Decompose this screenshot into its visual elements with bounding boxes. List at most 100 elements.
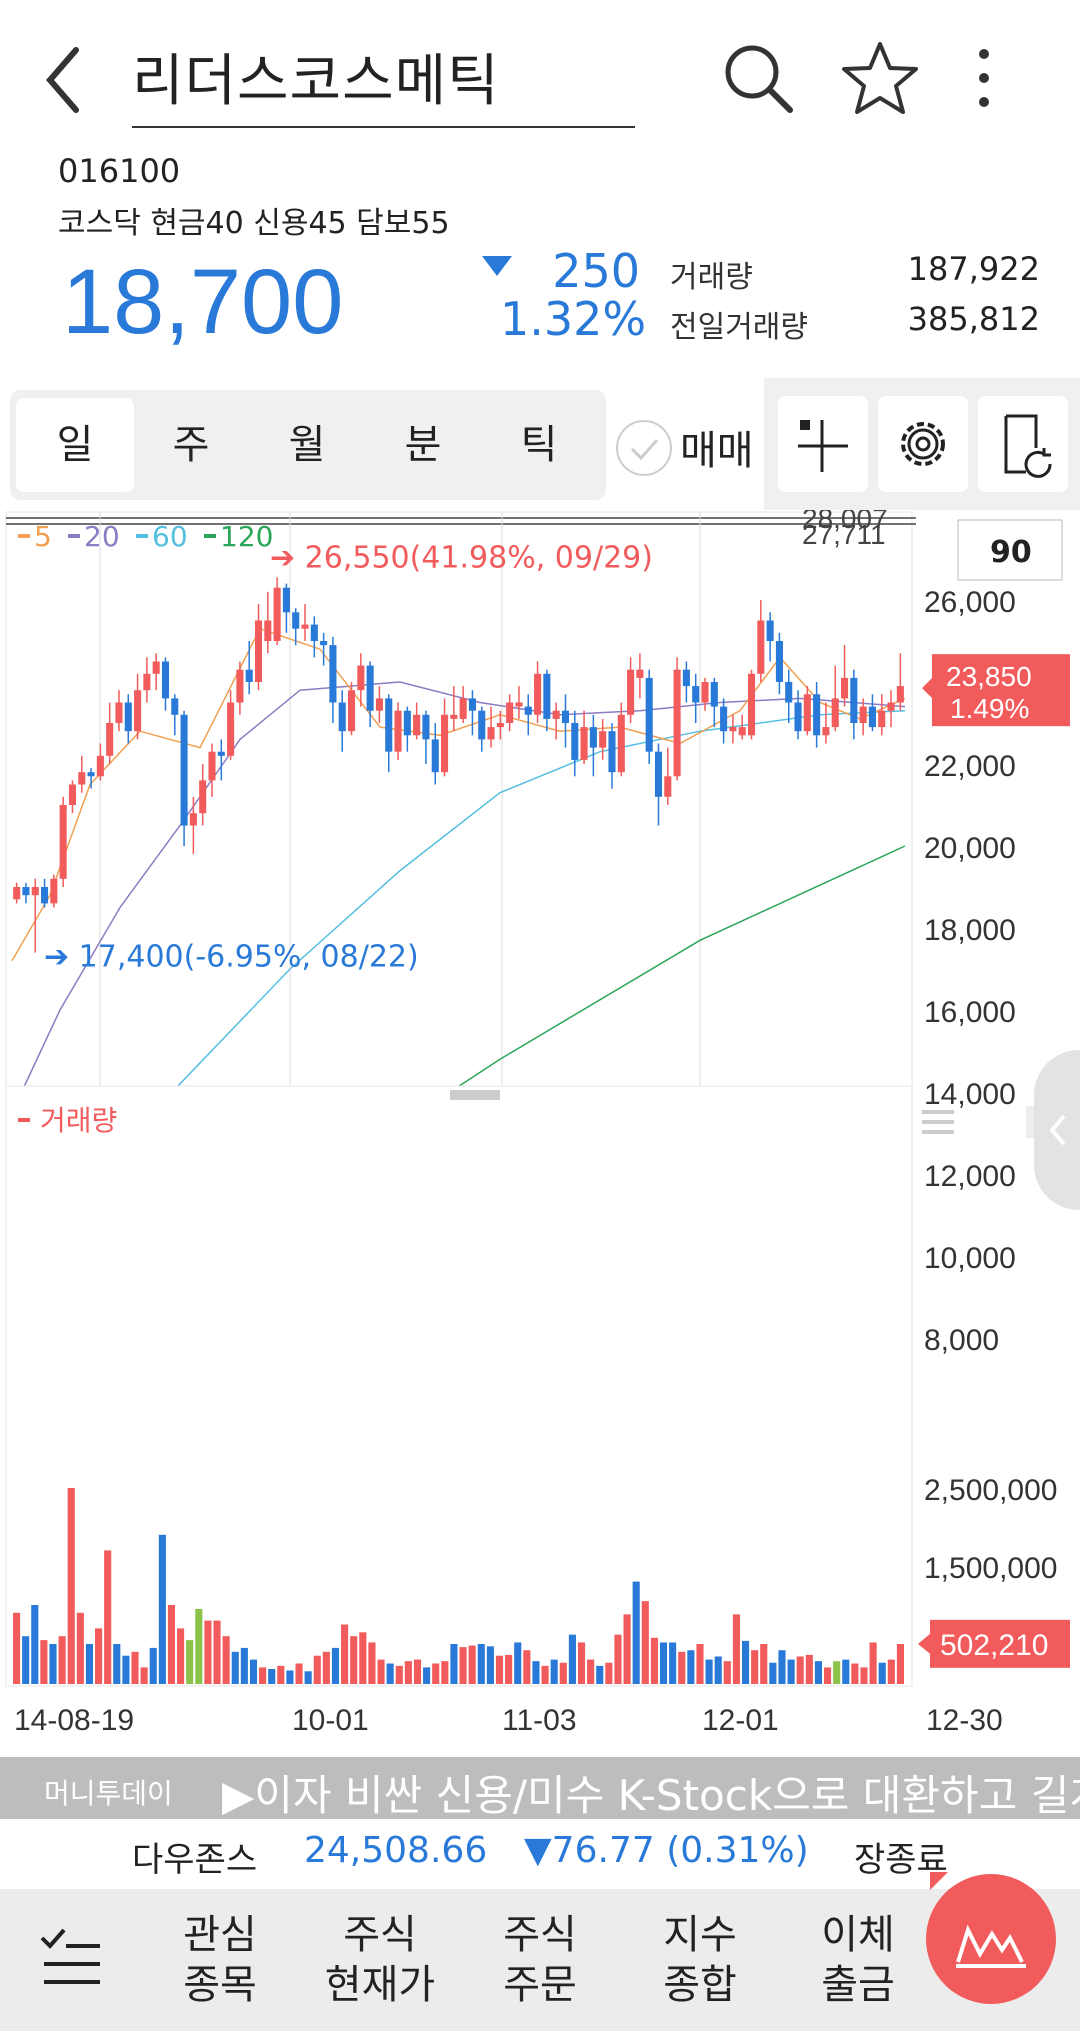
- y-tick-label: 20,000: [924, 832, 1016, 865]
- candle-body: [673, 669, 681, 777]
- volume-bar: [696, 1644, 704, 1684]
- volume-bar: [669, 1642, 677, 1684]
- candle-body: [413, 714, 421, 736]
- nav-stock-quote[interactable]: 주식 현재가: [310, 1910, 450, 2010]
- volume-bar: [67, 1488, 75, 1684]
- tab-tick[interactable]: 틱: [520, 422, 558, 468]
- volume-bar: [204, 1620, 212, 1684]
- more-options-icon[interactable]: [964, 38, 1004, 118]
- tab-week[interactable]: 주: [172, 422, 210, 468]
- candle-body: [50, 878, 58, 904]
- nav-watchlist[interactable]: 관심 종목: [150, 1910, 290, 2010]
- settings-button[interactable]: [878, 396, 968, 492]
- volume-bar: [213, 1620, 221, 1684]
- candle-body: [859, 706, 867, 723]
- menu-list-icon[interactable]: [36, 1922, 106, 1992]
- volume-label: 거래량: [670, 260, 753, 295]
- candle-body: [422, 714, 430, 740]
- y-tick-label: 8,000: [924, 1324, 999, 1357]
- last-price-tag: [932, 654, 1070, 727]
- candle-body: [394, 710, 402, 752]
- candle-body: [794, 702, 802, 732]
- candle-body: [701, 682, 709, 703]
- candle-body: [385, 698, 393, 752]
- ticker-source: 머니투데이: [44, 1777, 173, 1810]
- volume-bar: [413, 1659, 422, 1684]
- gear-icon: [901, 422, 945, 466]
- candle-body: [403, 710, 411, 736]
- volume-bar: [878, 1662, 886, 1684]
- candle-body: [896, 686, 904, 703]
- nav-label: 주식: [503, 1912, 577, 1958]
- chart-fab-button[interactable]: [926, 1874, 1056, 2004]
- star-icon[interactable]: [840, 38, 920, 118]
- tab-day[interactable]: 일: [16, 398, 134, 492]
- high-annotation: ➔ 26,550(41.98%, 09/29): [270, 540, 653, 575]
- x-axis-label: 11-03: [502, 1704, 577, 1737]
- volume-bar: [751, 1650, 759, 1684]
- volume-bar: [149, 1647, 157, 1684]
- volume-bar: [13, 1612, 21, 1684]
- candle-body: [329, 645, 337, 703]
- candle-body: [106, 723, 114, 756]
- volume-bar: [477, 1644, 485, 1684]
- tab-minute[interactable]: 분: [404, 422, 442, 468]
- ma-legend-swatch: [204, 534, 216, 538]
- candle-body: [506, 702, 514, 723]
- price-change-pct: 1.32%: [500, 292, 647, 346]
- volume-bar: [322, 1651, 330, 1684]
- volume-bar: [359, 1632, 367, 1684]
- volume-bar: [486, 1646, 494, 1684]
- search-icon[interactable]: [718, 38, 798, 118]
- period-box: [957, 519, 1063, 581]
- volume-bar: [368, 1642, 376, 1684]
- nav-label: 현재가: [324, 1962, 436, 2008]
- candle-body: [301, 624, 309, 629]
- candle-body: [561, 710, 570, 723]
- stock-name-input[interactable]: 리더스코스메틱: [132, 49, 500, 114]
- candle-body: [292, 612, 300, 629]
- volume-bar: [714, 1656, 722, 1684]
- volume-value: 187,922: [907, 250, 1040, 288]
- refresh-chart-button[interactable]: [978, 396, 1068, 492]
- candle-body: [775, 641, 783, 682]
- candle-body: [227, 702, 235, 756]
- volume-bar: [40, 1640, 48, 1684]
- volume-bar: [760, 1644, 768, 1684]
- trade-checkbox[interactable]: [616, 420, 672, 476]
- nav-transfer[interactable]: 이체 출금: [788, 1910, 928, 2010]
- candle-body: [13, 887, 21, 900]
- last-volume-value: 502,210: [940, 1629, 1048, 1662]
- nav-index[interactable]: 지수 종합: [630, 1910, 770, 2010]
- volume-bar: [95, 1628, 103, 1684]
- ticker-message[interactable]: ▶이자 비싼 신용/미수 K-Stock으로 대환하고 길게: [222, 1771, 1080, 1820]
- volume-bar: [104, 1550, 112, 1684]
- candle-body: [357, 665, 365, 691]
- volume-legend-label: 거래량: [40, 1104, 117, 1137]
- side-drawer-handle[interactable]: [1034, 1050, 1080, 1210]
- volume-bar: [286, 1670, 294, 1684]
- back-icon[interactable]: [40, 40, 90, 120]
- candle-body: [264, 620, 272, 641]
- volume-bar: [505, 1654, 513, 1684]
- pane-menu-icon: [922, 1110, 954, 1114]
- tab-month[interactable]: 월: [288, 422, 326, 468]
- candle-body: [841, 677, 849, 699]
- chart-line-icon: [956, 1924, 1026, 1968]
- candle-body: [589, 727, 597, 748]
- ma-legend-swatch: [136, 534, 148, 538]
- trade-toggle-label[interactable]: 매매: [680, 428, 754, 474]
- candle-body: [720, 706, 728, 732]
- candle-body: [189, 813, 197, 826]
- stock-chart[interactable]: 26,000 22,000 20,000 18,000 16,000 14,000 12,0…: [0, 510, 1080, 1750]
- volume-bar: [432, 1663, 440, 1684]
- news-ticker[interactable]: [0, 1757, 1080, 1819]
- ma-legend-label: 5: [34, 520, 52, 553]
- candle-body: [496, 723, 504, 728]
- crosshair-icon: [798, 420, 848, 472]
- ma-legend-swatch: [18, 534, 30, 538]
- crosshair-button[interactable]: [778, 396, 868, 492]
- ma-legend-label: 120: [220, 520, 273, 553]
- pane-menu-icon: [922, 1120, 954, 1124]
- nav-stock-order[interactable]: 주식 주문: [470, 1910, 610, 2010]
